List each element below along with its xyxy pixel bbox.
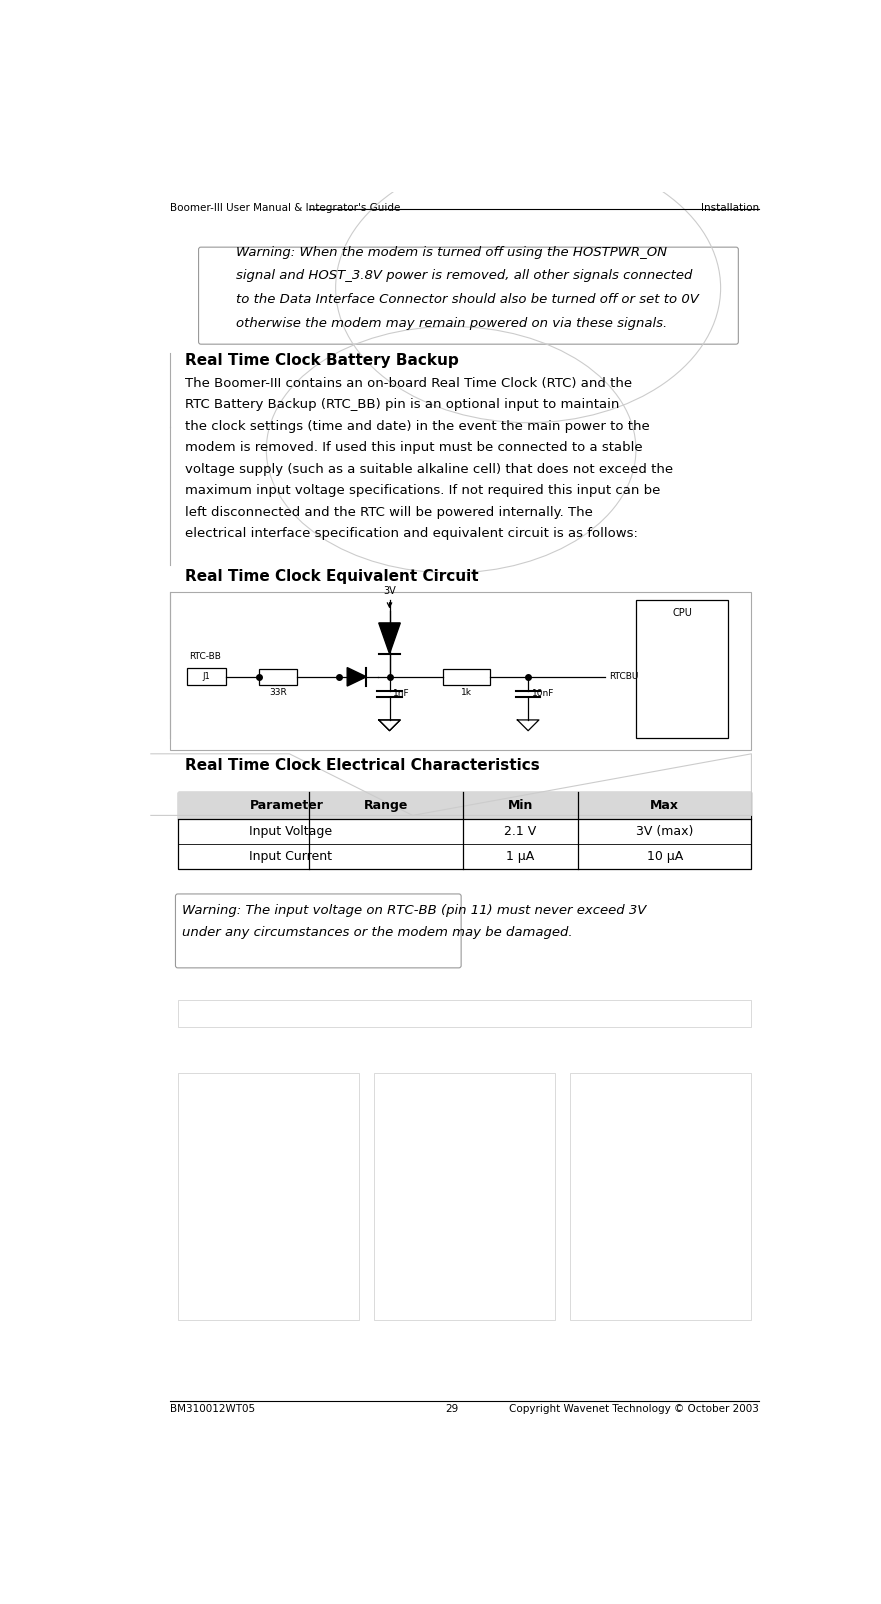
- Text: BM310012WT05: BM310012WT05: [170, 1405, 255, 1415]
- Text: signal and HOST_3.8V power is removed, all other signals connected: signal and HOST_3.8V power is removed, a…: [235, 269, 692, 282]
- Bar: [259, 669, 297, 685]
- Text: 3V (max): 3V (max): [636, 826, 693, 839]
- Bar: [374, 1073, 555, 1320]
- Text: J1: J1: [203, 672, 211, 682]
- Text: 2.1 V: 2.1 V: [504, 826, 537, 839]
- Text: RTC Battery Backup (RTC_BB) pin is an optional input to maintain: RTC Battery Backup (RTC_BB) pin is an op…: [186, 398, 620, 411]
- Text: RTC-BB: RTC-BB: [189, 653, 221, 661]
- Bar: [187, 669, 226, 685]
- Bar: [178, 1073, 359, 1320]
- Text: Range: Range: [364, 799, 408, 812]
- Text: The Boomer-III contains an on-board Real Time Clock (RTC) and the: The Boomer-III contains an on-board Real…: [186, 377, 633, 390]
- Polygon shape: [379, 622, 400, 654]
- Polygon shape: [347, 667, 366, 687]
- Bar: [636, 600, 729, 738]
- Text: 3V: 3V: [383, 585, 396, 597]
- Text: left disconnected and the RTC will be powered internally. The: left disconnected and the RTC will be po…: [186, 505, 593, 518]
- Text: Warning: The input voltage on RTC-BB (pin 11) must never exceed 3V: Warning: The input voltage on RTC-BB (pi…: [181, 905, 646, 917]
- Bar: [170, 592, 751, 751]
- Text: electrical interface specification and equivalent circuit is as follows:: electrical interface specification and e…: [186, 528, 639, 541]
- Text: Parameter: Parameter: [249, 799, 323, 812]
- Text: 1k: 1k: [461, 688, 472, 696]
- Text: modem is removed. If used this input must be connected to a stable: modem is removed. If used this input mus…: [186, 441, 643, 454]
- Text: Max: Max: [650, 799, 679, 812]
- Text: otherwise the modem may remain powered on via these signals.: otherwise the modem may remain powered o…: [235, 318, 667, 330]
- Text: maximum input voltage specifications. If not required this input can be: maximum input voltage specifications. If…: [186, 484, 661, 497]
- Bar: [178, 792, 751, 820]
- Text: Input Voltage: Input Voltage: [249, 826, 332, 839]
- Text: voltage supply (such as a suitable alkaline cell) that does not exceed the: voltage supply (such as a suitable alkal…: [186, 462, 674, 476]
- Text: 29: 29: [445, 1405, 458, 1415]
- Text: Min: Min: [507, 799, 533, 812]
- Text: Real Time Clock Electrical Characteristics: Real Time Clock Electrical Characteristi…: [186, 757, 540, 773]
- Text: Real Time Clock Equivalent Circuit: Real Time Clock Equivalent Circuit: [186, 569, 479, 584]
- Text: Warning: When the modem is turned off using the HOSTPWR_ON: Warning: When the modem is turned off us…: [235, 245, 667, 258]
- Text: under any circumstances or the modem may be damaged.: under any circumstances or the modem may…: [181, 926, 573, 938]
- Text: the clock settings (time and date) in the event the main power to the: the clock settings (time and date) in th…: [186, 420, 650, 433]
- Text: Installation: Installation: [701, 204, 759, 213]
- Text: 10 µA: 10 µA: [647, 850, 683, 863]
- Text: Boomer-III User Manual & Integrator's Guide: Boomer-III User Manual & Integrator's Gu…: [170, 204, 401, 213]
- Text: Real Time Clock Battery Backup: Real Time Clock Battery Backup: [186, 353, 459, 369]
- Text: 1 µA: 1 µA: [507, 850, 535, 863]
- Text: 10nF: 10nF: [532, 690, 554, 698]
- Bar: [443, 669, 490, 685]
- Text: 33R: 33R: [269, 688, 286, 696]
- Text: RTCBU: RTCBU: [609, 672, 639, 682]
- Text: to the Data Interface Connector should also be turned off or set to 0V: to the Data Interface Connector should a…: [235, 294, 699, 306]
- Text: CPU: CPU: [672, 608, 692, 618]
- Text: 1nF: 1nF: [394, 690, 410, 698]
- Text: Input Current: Input Current: [249, 850, 332, 863]
- Bar: [571, 1073, 751, 1320]
- Bar: [178, 792, 751, 869]
- Text: Copyright Wavenet Technology © October 2003: Copyright Wavenet Technology © October 2…: [509, 1405, 759, 1415]
- Bar: [178, 1001, 751, 1027]
